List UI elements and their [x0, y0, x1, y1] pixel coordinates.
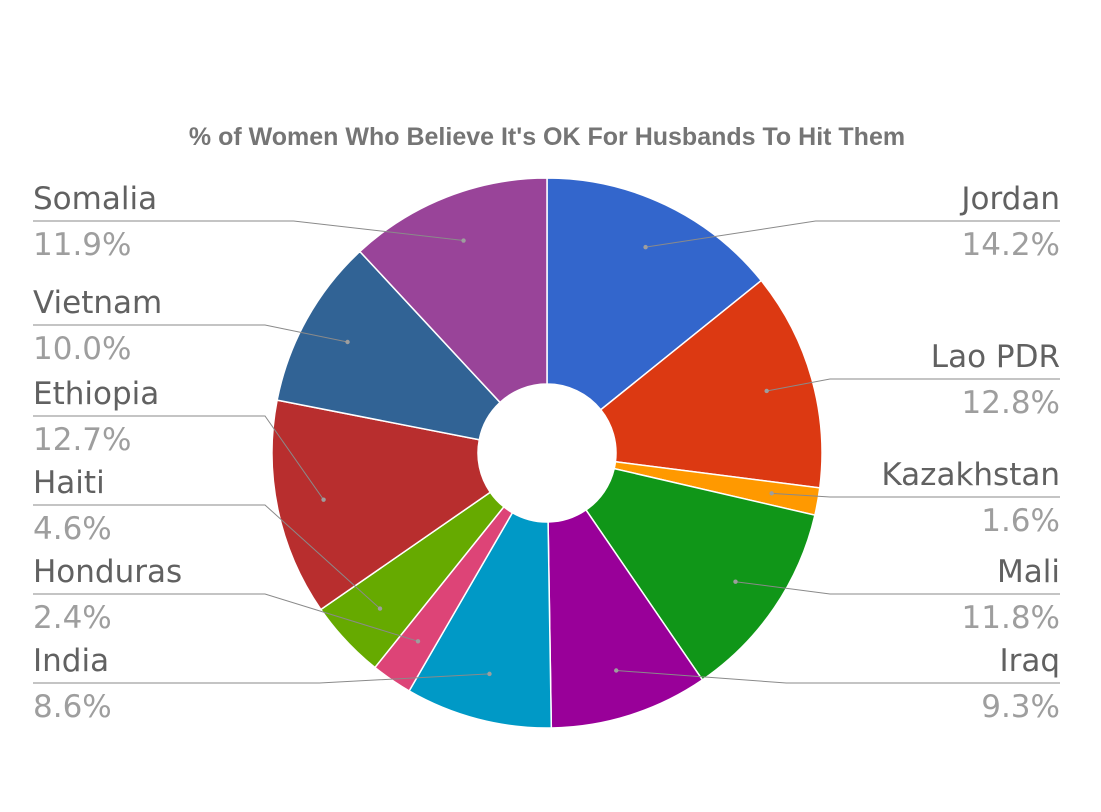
leader-line-mali: [735, 581, 1060, 595]
slice-value-somalia: 11.9%: [33, 227, 131, 263]
leader-dot-iraq: [614, 668, 619, 673]
leader-dot-haiti: [377, 606, 383, 611]
leader-line-honduras: [33, 593, 419, 642]
slice-value-india: 8.6%: [33, 689, 112, 725]
slice-label-lao-pdr: Lao PDR: [931, 339, 1060, 375]
slice-labels: Jordan 14.2% Lao PDR 12.8% Kazakhstan 1.6% Mal…: [33, 181, 1060, 725]
leader-line-iraq: [616, 669, 1060, 684]
leader-dot-ethiopia: [321, 497, 326, 502]
pie-slice-vietnam[interactable]: [276, 250, 502, 441]
pie-slices: [271, 177, 823, 729]
slice-label-iraq: Iraq: [999, 643, 1060, 679]
pie-slice-india[interactable]: [408, 511, 553, 729]
slice-label-honduras: Honduras: [33, 554, 182, 590]
leader-line-haiti: [33, 504, 381, 609]
slice-value-honduras: 2.4%: [33, 600, 112, 636]
pie-slice-lao-pdr[interactable]: [599, 279, 823, 489]
slice-label-jordan: Jordan: [959, 181, 1060, 217]
pie-slice-jordan[interactable]: [546, 177, 763, 411]
slice-value-iraq: 9.3%: [981, 689, 1060, 725]
slice-label-haiti: Haiti: [33, 465, 105, 501]
slice-value-kazakhstan: 1.6%: [981, 503, 1060, 539]
slice-value-haiti: 4.6%: [33, 511, 112, 547]
leader-line-ethiopia: [33, 415, 324, 500]
leader-line-india: [33, 673, 490, 684]
slice-value-vietnam: 10.0%: [33, 331, 131, 367]
leader-line-lao-pdr: [766, 378, 1060, 392]
leader-line-somalia: [33, 220, 464, 242]
leader-line-jordan: [645, 220, 1060, 248]
chart-title: % of Women Who Believe It's OK For Husba…: [189, 123, 905, 151]
slice-label-somalia: Somalia: [33, 181, 157, 217]
pie-slice-iraq[interactable]: [547, 508, 704, 729]
slice-label-vietnam: Vietnam: [33, 285, 162, 321]
slice-value-lao-pdr: 12.8%: [962, 385, 1060, 421]
slice-label-kazakhstan: Kazakhstan: [881, 457, 1060, 493]
pie-slice-mali[interactable]: [584, 467, 816, 681]
leader-line-kazakhstan: [771, 492, 1060, 498]
slice-label-india: India: [33, 643, 109, 679]
leader-dot-vietnam: [345, 339, 350, 345]
slice-value-jordan: 14.2%: [962, 227, 1060, 263]
leader-dot-kazakhstan: [769, 491, 774, 496]
leader-dot-jordan: [643, 244, 648, 250]
slice-value-mali: 11.8%: [962, 600, 1060, 636]
slice-label-mali: Mali: [997, 554, 1060, 590]
slice-label-ethiopia: Ethiopia: [33, 376, 159, 412]
leader-dot-somalia: [461, 238, 466, 243]
slice-value-ethiopia: 12.7%: [33, 422, 131, 458]
leader-line-vietnam: [33, 324, 348, 343]
leader-dot-mali: [733, 579, 738, 584]
leader-dot-india: [487, 671, 492, 677]
leader-dot-honduras: [415, 639, 421, 644]
leader-dot-lao-pdr: [764, 388, 769, 394]
